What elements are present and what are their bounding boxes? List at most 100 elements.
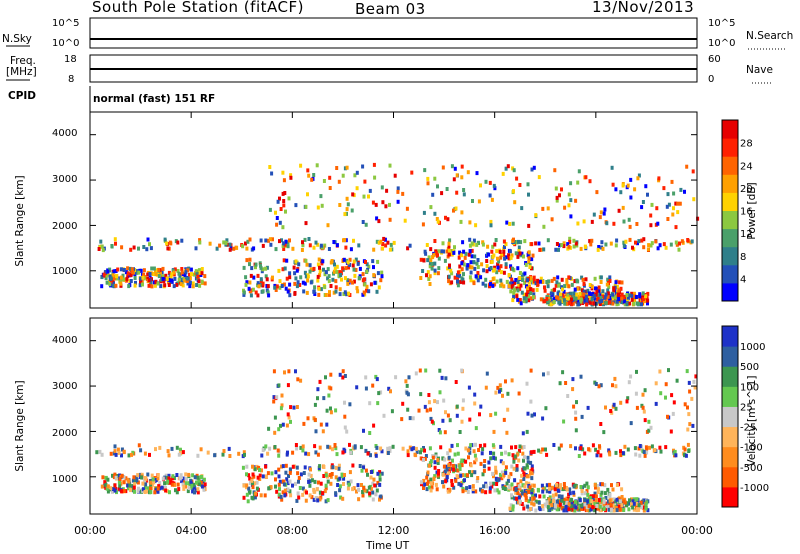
power-ytick-3000: 3000 (52, 174, 78, 185)
power-panel-cell (254, 265, 257, 270)
velocity-panel-cell (298, 486, 302, 490)
power-panel-cell (605, 301, 609, 306)
velocity-panel-cell (620, 495, 624, 499)
power-panel-cell (657, 176, 661, 181)
velocity-panel-cell (453, 452, 457, 457)
power-panel-cell (269, 242, 273, 247)
velocity-panel-cell (348, 470, 352, 475)
power-panel-colorbar-tick: 8 (740, 252, 746, 263)
velocity-panel-cell (178, 476, 182, 481)
velocity-panel-cell (143, 485, 147, 490)
velocity-panel-cell (581, 447, 585, 452)
velocity-panel-cell (427, 463, 431, 468)
power-panel-cell (597, 245, 601, 249)
velocity-panel-cell (520, 502, 524, 506)
velocity-panel-cell (494, 411, 498, 416)
velocity-panel-cell (366, 451, 370, 456)
velocity-panel-cell (560, 498, 564, 503)
velocity-panel-cell (571, 507, 575, 512)
power-panel-cell (476, 241, 480, 245)
power-panel-cell (546, 299, 550, 304)
velocity-panel-cell (423, 404, 427, 409)
velocity-panel-cell (481, 472, 485, 477)
power-panel-cell (550, 278, 554, 283)
power-panel-cell (677, 247, 681, 252)
velocity-panel-cell (242, 450, 246, 455)
velocity-panel-cell (118, 483, 122, 488)
power-panel-cell (362, 290, 366, 295)
power-panel-cell (292, 265, 296, 270)
power-panel-cell (365, 262, 369, 267)
velocity-panel-cell (129, 488, 133, 493)
velocity-panel-cell (644, 445, 648, 450)
power-panel-cell (571, 295, 575, 300)
velocity-panel-cell (328, 445, 332, 450)
velocity-panel-cell (445, 475, 449, 480)
power-panel-cell (678, 201, 682, 206)
power-panel-cell (261, 243, 265, 248)
velocity-panel-cell (318, 497, 322, 502)
power-panel-cell (351, 263, 355, 268)
velocity-panel-cell (577, 454, 581, 458)
velocity-panel-cell (368, 431, 372, 435)
velocity-panel-cell (303, 465, 307, 470)
power-panel-cell (582, 289, 586, 294)
velocity-panel-colorbar-swatch (722, 366, 738, 387)
velocity-panel-cell (514, 445, 518, 450)
power-panel-colorbar-swatch (722, 120, 738, 139)
velocity-panel-cell (318, 445, 322, 450)
velocity-panel-cell (247, 486, 251, 491)
velocity-panel-cell (517, 391, 521, 396)
velocity-panel-cell (519, 479, 523, 484)
velocity-panel-cell (130, 452, 133, 457)
power-panel-cell (334, 279, 338, 284)
power-panel-cell (142, 268, 146, 273)
velocity-panel-cell (192, 485, 196, 490)
power-panel-cell (154, 272, 158, 277)
power-panel-cell (572, 291, 576, 296)
velocity-panel-cell (611, 383, 614, 388)
power-panel-cell (633, 298, 637, 302)
velocity-ytick-4000: 4000 (52, 335, 78, 346)
velocity-panel-cell (439, 445, 443, 450)
velocity-panel-cell (288, 479, 292, 484)
power-panel-cell (675, 242, 679, 247)
velocity-panel-cell (451, 463, 455, 468)
velocity-panel-cell (477, 448, 481, 452)
velocity-panel-cell (510, 495, 514, 500)
power-panel-cell (368, 188, 372, 193)
velocity-panel-cell (541, 416, 545, 421)
velocity-panel-cell (521, 451, 525, 456)
velocity-panel-cell (181, 476, 185, 481)
velocity-panel-cell (255, 464, 259, 469)
velocity-panel-cell (506, 478, 510, 483)
power-panel-cell (606, 277, 610, 282)
power-panel-cell (475, 242, 479, 247)
velocity-panel-cell (520, 445, 524, 450)
velocity-panel-colorbar-tick: -100 (740, 443, 763, 454)
velocity-panel-cell (357, 497, 361, 502)
velocity-panel-cell (272, 395, 276, 400)
velocity-panel-cell (372, 423, 376, 428)
velocity-panel-cell (136, 473, 140, 478)
velocity-panel-cell (515, 452, 519, 457)
power-panel-cell (590, 297, 594, 302)
power-panel-cell (133, 276, 137, 280)
power-panel-cell (427, 255, 431, 260)
power-panel-cell (305, 290, 309, 295)
velocity-panel-cell (288, 489, 292, 494)
power-panel-cell (628, 224, 632, 229)
power-panel-cell (456, 273, 459, 278)
power-panel-cell (264, 238, 268, 243)
power-panel-cell (597, 285, 601, 290)
velocity-panel-cell (529, 368, 533, 373)
power-panel-cell (479, 275, 483, 280)
power-panel-cell (319, 194, 323, 199)
power-panel-cell (447, 252, 451, 257)
velocity-panel-cell (140, 475, 143, 480)
power-panel-cell (526, 289, 530, 294)
power-panel-colorbar-swatch (722, 264, 738, 284)
velocity-panel-cell (503, 487, 507, 491)
velocity-panel-cell (596, 487, 600, 492)
velocity-panel-cell (425, 487, 429, 492)
